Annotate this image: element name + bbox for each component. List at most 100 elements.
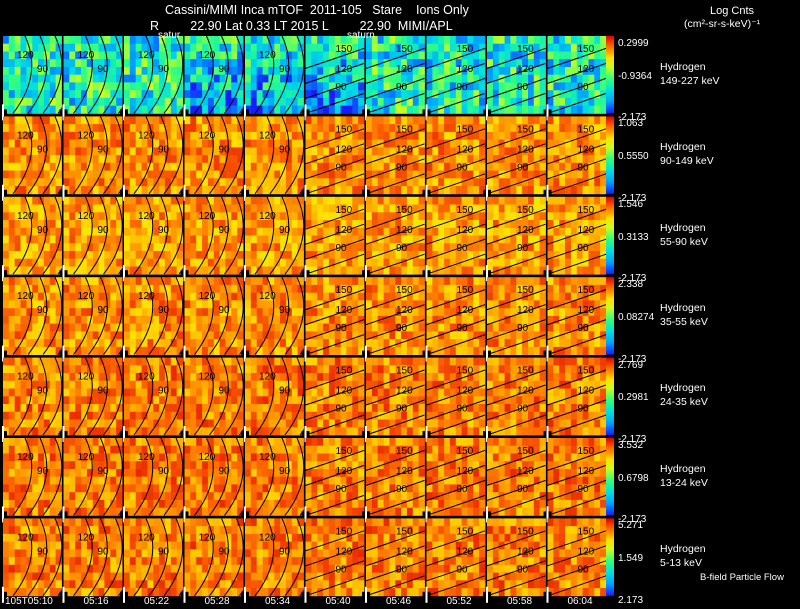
contour-label: 150: [517, 446, 534, 457]
colorbar: [606, 357, 614, 435]
colorbar-tick-label: -2.173: [618, 434, 647, 445]
heatmap-panel: 150 120 90: [543, 277, 607, 362]
contour-line: [103, 276, 123, 355]
heatmap-panel: 150 120 90: [362, 196, 425, 282]
contour-line: [486, 479, 546, 501]
grid-marker: [2, 426, 4, 442]
contour-line: [547, 399, 607, 421]
contour-line: [486, 560, 546, 582]
grid-marker: [2, 184, 4, 201]
contour-line: [547, 384, 607, 406]
contour-label: 150: [457, 124, 474, 135]
contour-line: [426, 92, 486, 114]
contour-line: [547, 62, 607, 84]
grid-marker: [244, 586, 246, 603]
x-tick-label: 05:52: [446, 596, 472, 607]
contour-line: [148, 437, 169, 516]
contour-label: 120: [336, 225, 353, 236]
contour-label: 150: [336, 44, 353, 55]
contour-label: 150: [396, 526, 413, 537]
contour-label: 90: [517, 323, 529, 334]
contour-line: [486, 173, 546, 195]
contour-label: 90: [37, 305, 49, 316]
contour-label: 120: [199, 532, 216, 543]
contour-line: [365, 223, 425, 245]
contour-line: [194, 437, 214, 516]
contour-label: 120: [457, 225, 474, 236]
contour-line: [426, 304, 486, 326]
colorbar-tick-label: 0.3133: [618, 231, 649, 243]
contour-line: [305, 399, 365, 421]
energy-label: 13-24 keV: [660, 476, 708, 489]
contour-line: [426, 319, 486, 341]
contour-line: [426, 545, 486, 567]
heatmap-panel: 150 120 90: [301, 438, 365, 523]
energy-label: 90-149 keV: [660, 155, 714, 168]
contour-line: [194, 116, 214, 195]
contour-label: 120: [78, 211, 95, 222]
heatmap-panel: 150 120 90: [483, 518, 546, 603]
contour-line: [305, 289, 365, 311]
contour-line: [284, 35, 305, 114]
contour-label: 120: [336, 305, 353, 316]
contour-line: [224, 357, 244, 436]
contour-label: 120: [578, 466, 595, 477]
contour-line: [486, 47, 546, 69]
contour-line: [305, 158, 365, 180]
contour-line: [269, 116, 290, 195]
grid-marker: [486, 506, 488, 523]
contour-line: [254, 518, 275, 597]
contour-line: [365, 575, 425, 597]
colorbar-tick-label: -2.173: [618, 353, 647, 365]
contour-line: [305, 334, 365, 356]
colorbar: [606, 116, 614, 194]
contour-label: 120: [517, 64, 534, 75]
colorbar-tick-label: -2.173: [618, 514, 647, 526]
grid-marker: [62, 586, 65, 603]
contour-line: [365, 304, 425, 326]
grid-marker: [546, 345, 549, 362]
contour-line: [88, 518, 108, 597]
grid-marker: [365, 184, 367, 201]
contour-line: [426, 399, 486, 421]
contour-line: [365, 208, 425, 230]
contour-line: [486, 494, 546, 516]
contour-label: 150: [396, 366, 413, 377]
grid-marker: [486, 586, 488, 603]
contour-line: [305, 238, 365, 260]
contour-label: 90: [219, 386, 231, 397]
grid-marker: [425, 506, 428, 523]
contour-label: 120: [199, 291, 216, 302]
contour-line: [284, 116, 305, 195]
contour-line: [547, 47, 607, 69]
grid-marker: [304, 184, 307, 201]
contour-line: [486, 223, 546, 245]
contour-label: 150: [578, 526, 595, 537]
x-tick-label: 05:46: [386, 596, 412, 607]
contour-label: 150: [578, 285, 595, 296]
title-line-2: R 22.90 Lat 0.33 LT 2015 L 22.90 MIMI/AP…: [150, 19, 453, 33]
contour-label: 90: [98, 225, 110, 236]
energy-label: 35-55 keV: [660, 315, 708, 328]
colorbar-tick-label: 3.532: [618, 440, 644, 451]
contour-line: [305, 494, 365, 516]
contour-label: 120: [199, 452, 216, 463]
heatmap-panel: 150 120 90: [483, 196, 546, 282]
grid-marker: [123, 184, 125, 201]
contour-line: [133, 357, 154, 436]
contour-line: [547, 128, 607, 150]
contour-line: [209, 35, 229, 114]
contour-line: [73, 35, 93, 114]
contour-line: [365, 289, 425, 311]
contour-label: 120: [259, 532, 276, 543]
contour-label: 90: [219, 305, 231, 316]
contour-line: [426, 77, 486, 99]
heatmap-panel: 150 120 90: [422, 438, 486, 523]
contour-label: 150: [578, 446, 595, 457]
contour-label: 120: [578, 64, 595, 75]
colorbar-tick-label: -2.173: [618, 192, 647, 204]
contour-line: [365, 494, 425, 516]
contour-line: [426, 449, 486, 471]
